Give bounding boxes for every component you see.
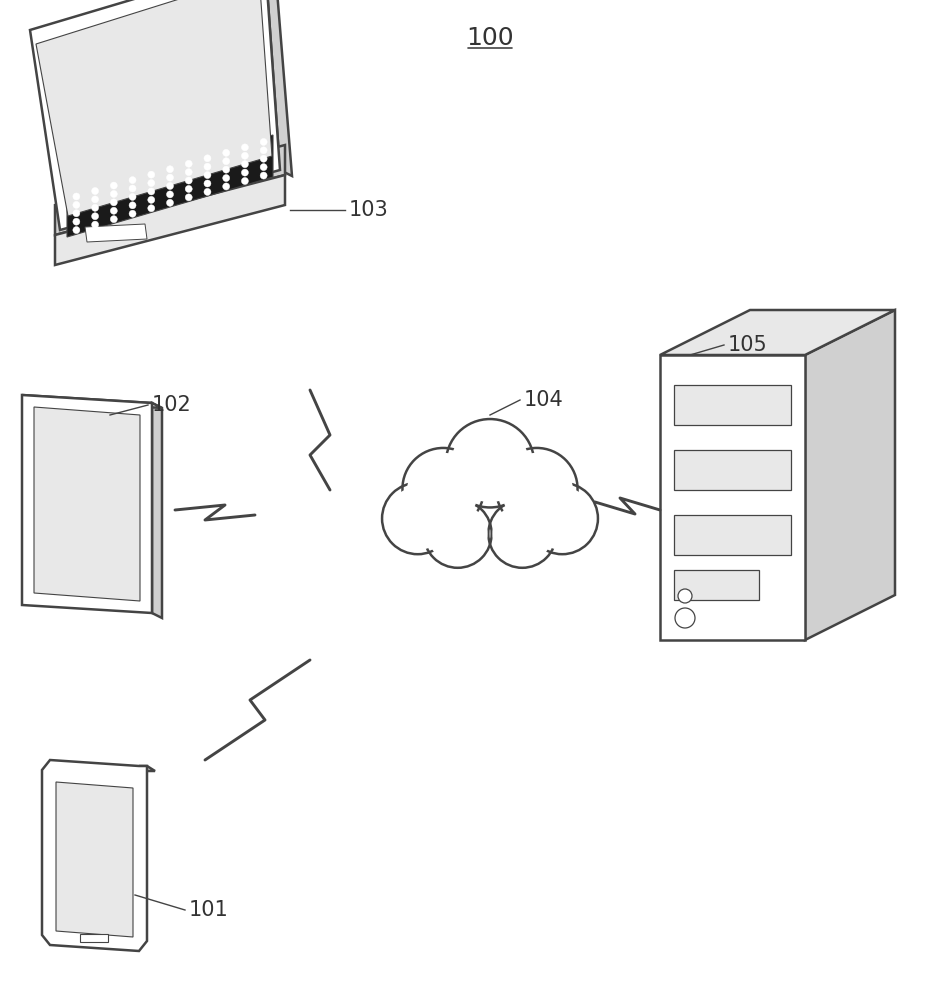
Circle shape [222, 175, 230, 182]
Polygon shape [67, 135, 273, 237]
Circle shape [129, 185, 136, 192]
Circle shape [167, 199, 173, 206]
Circle shape [186, 194, 192, 201]
Circle shape [451, 424, 528, 502]
Polygon shape [36, 0, 272, 216]
Circle shape [186, 185, 192, 192]
Text: 105: 105 [728, 335, 768, 355]
Circle shape [204, 172, 211, 179]
Circle shape [241, 177, 249, 184]
Circle shape [428, 504, 488, 564]
Circle shape [167, 182, 173, 190]
Circle shape [204, 180, 211, 187]
Circle shape [73, 193, 80, 200]
Circle shape [129, 202, 136, 209]
Polygon shape [805, 310, 895, 640]
Polygon shape [55, 145, 285, 235]
Circle shape [167, 191, 173, 198]
Circle shape [501, 453, 573, 525]
Circle shape [402, 448, 484, 530]
Text: 103: 103 [349, 200, 389, 220]
Circle shape [91, 196, 99, 203]
Circle shape [407, 453, 479, 525]
Circle shape [129, 193, 136, 200]
Circle shape [222, 158, 230, 165]
Polygon shape [34, 407, 140, 601]
Circle shape [241, 144, 249, 151]
Polygon shape [56, 782, 133, 937]
Circle shape [167, 166, 173, 173]
Circle shape [222, 183, 230, 190]
Circle shape [260, 147, 268, 154]
Polygon shape [152, 403, 162, 618]
Text: 104: 104 [524, 390, 563, 410]
Circle shape [527, 483, 598, 554]
Circle shape [241, 152, 249, 159]
Circle shape [488, 500, 557, 568]
Polygon shape [42, 760, 147, 951]
Polygon shape [660, 310, 895, 355]
Circle shape [148, 188, 154, 195]
Circle shape [241, 169, 249, 176]
Circle shape [424, 500, 492, 568]
Circle shape [386, 487, 449, 550]
Circle shape [260, 138, 268, 145]
Circle shape [204, 188, 211, 195]
Circle shape [204, 155, 211, 162]
Circle shape [110, 199, 118, 206]
Text: 100: 100 [466, 26, 513, 50]
Circle shape [493, 504, 552, 564]
Polygon shape [30, 0, 280, 230]
Circle shape [167, 174, 173, 181]
Circle shape [91, 188, 99, 195]
Polygon shape [22, 395, 152, 613]
Circle shape [675, 608, 695, 628]
Circle shape [110, 207, 118, 214]
Circle shape [148, 196, 154, 203]
Circle shape [91, 204, 99, 211]
Circle shape [129, 210, 136, 217]
Bar [674, 450, 791, 490]
Circle shape [222, 166, 230, 173]
Polygon shape [139, 766, 155, 771]
Polygon shape [660, 355, 805, 640]
Circle shape [495, 448, 577, 530]
Circle shape [186, 169, 192, 176]
Polygon shape [85, 224, 147, 242]
Circle shape [110, 182, 118, 189]
Text: 101: 101 [189, 900, 229, 920]
Bar [80, 934, 108, 942]
Circle shape [148, 180, 154, 187]
Circle shape [260, 155, 268, 162]
Circle shape [91, 221, 99, 228]
Text: 102: 102 [152, 395, 192, 415]
Polygon shape [265, 0, 292, 176]
Circle shape [204, 163, 211, 170]
Circle shape [91, 213, 99, 220]
Circle shape [241, 161, 249, 168]
Circle shape [531, 487, 593, 550]
Circle shape [129, 177, 136, 184]
Circle shape [382, 483, 453, 554]
Circle shape [110, 190, 118, 197]
Circle shape [260, 172, 268, 179]
Circle shape [73, 218, 80, 225]
Circle shape [73, 201, 80, 208]
Circle shape [260, 164, 268, 171]
Circle shape [73, 227, 80, 234]
Circle shape [148, 171, 154, 178]
Circle shape [186, 160, 192, 167]
Bar [674, 570, 759, 600]
Bar [674, 515, 791, 555]
Circle shape [222, 149, 230, 156]
Circle shape [73, 210, 80, 217]
Bar [674, 385, 791, 425]
Circle shape [148, 205, 154, 212]
Circle shape [110, 216, 118, 223]
Circle shape [678, 589, 692, 603]
Polygon shape [55, 175, 285, 265]
Circle shape [186, 177, 192, 184]
Circle shape [446, 419, 534, 507]
Polygon shape [22, 395, 162, 408]
